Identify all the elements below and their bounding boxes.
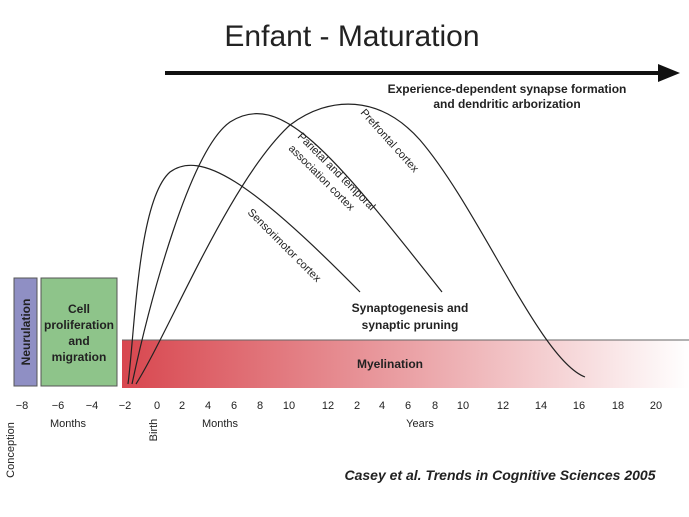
- arrow-head: [658, 64, 680, 82]
- axis-tick-label: 16: [573, 400, 585, 412]
- axis-tick-label: −4: [86, 400, 99, 412]
- axis-tick-label: −6: [52, 400, 65, 412]
- cell-label: Cell: [68, 302, 90, 316]
- axis-tick-label: 2: [354, 400, 360, 412]
- title: Enfant - Maturation: [224, 20, 479, 53]
- sensorimotor-curve: [127, 164, 361, 385]
- myelination-band: [122, 340, 689, 388]
- arrow-label: and dendritic arborization: [433, 97, 580, 111]
- axis-label: Years: [406, 418, 434, 430]
- axis-tick-label: −8: [16, 400, 29, 412]
- axis-tick-label: 8: [432, 400, 438, 412]
- axis-tick-label: 14: [535, 400, 547, 412]
- synaptogenesis-label: Synaptogenesis and: [352, 301, 469, 315]
- myelination-label: Myelination: [357, 357, 423, 371]
- synaptogenesis-label: synaptic pruning: [362, 318, 459, 332]
- axis-tick-label: −2: [119, 400, 132, 412]
- axis-label: Months: [202, 418, 239, 430]
- axis-tick-label: 4: [205, 400, 211, 412]
- neurulation-label: Neurulation: [19, 299, 33, 366]
- axis-label: Months: [50, 418, 87, 430]
- axis-tick-label: 8: [257, 400, 263, 412]
- axis-tick-label: 6: [231, 400, 237, 412]
- neurulation-box: [13, 277, 38, 387]
- axis-tick-label: 4: [379, 400, 385, 412]
- arrow-label: Experience-dependent synapse formation: [388, 82, 627, 96]
- cell-label: and: [68, 334, 89, 348]
- cell-box: [40, 277, 118, 387]
- citation: Casey et al. Trends in Cognitive Science…: [345, 467, 656, 483]
- axis-tick-label: 18: [612, 400, 624, 412]
- axis-label: Birth: [148, 419, 160, 442]
- axis-label: Conception: [5, 422, 17, 478]
- axis-tick-label: 0: [154, 400, 160, 412]
- axis-tick-label: 2: [179, 400, 185, 412]
- axis-tick-label: 12: [497, 400, 509, 412]
- prefrontal-curve: [135, 103, 586, 385]
- curve-label: Prefrontal cortex: [358, 107, 421, 175]
- axis-tick-label: 10: [283, 400, 295, 412]
- cell-label: proliferation: [44, 318, 114, 332]
- axis: −8 −6 −4 −2 0 2 4 6 8 10 12 2 4 6 8 10 12 14 16 18 20: [16, 400, 662, 412]
- axis-tick-label: 10: [457, 400, 469, 412]
- axis-tick-label: 6: [405, 400, 411, 412]
- curve-label: Sensorimotor cortex: [245, 207, 323, 285]
- parietal-curve: [131, 113, 443, 385]
- axis-tick-label: 20: [650, 400, 662, 412]
- axis-tick-label: 12: [322, 400, 334, 412]
- cell-label: migration: [52, 350, 107, 364]
